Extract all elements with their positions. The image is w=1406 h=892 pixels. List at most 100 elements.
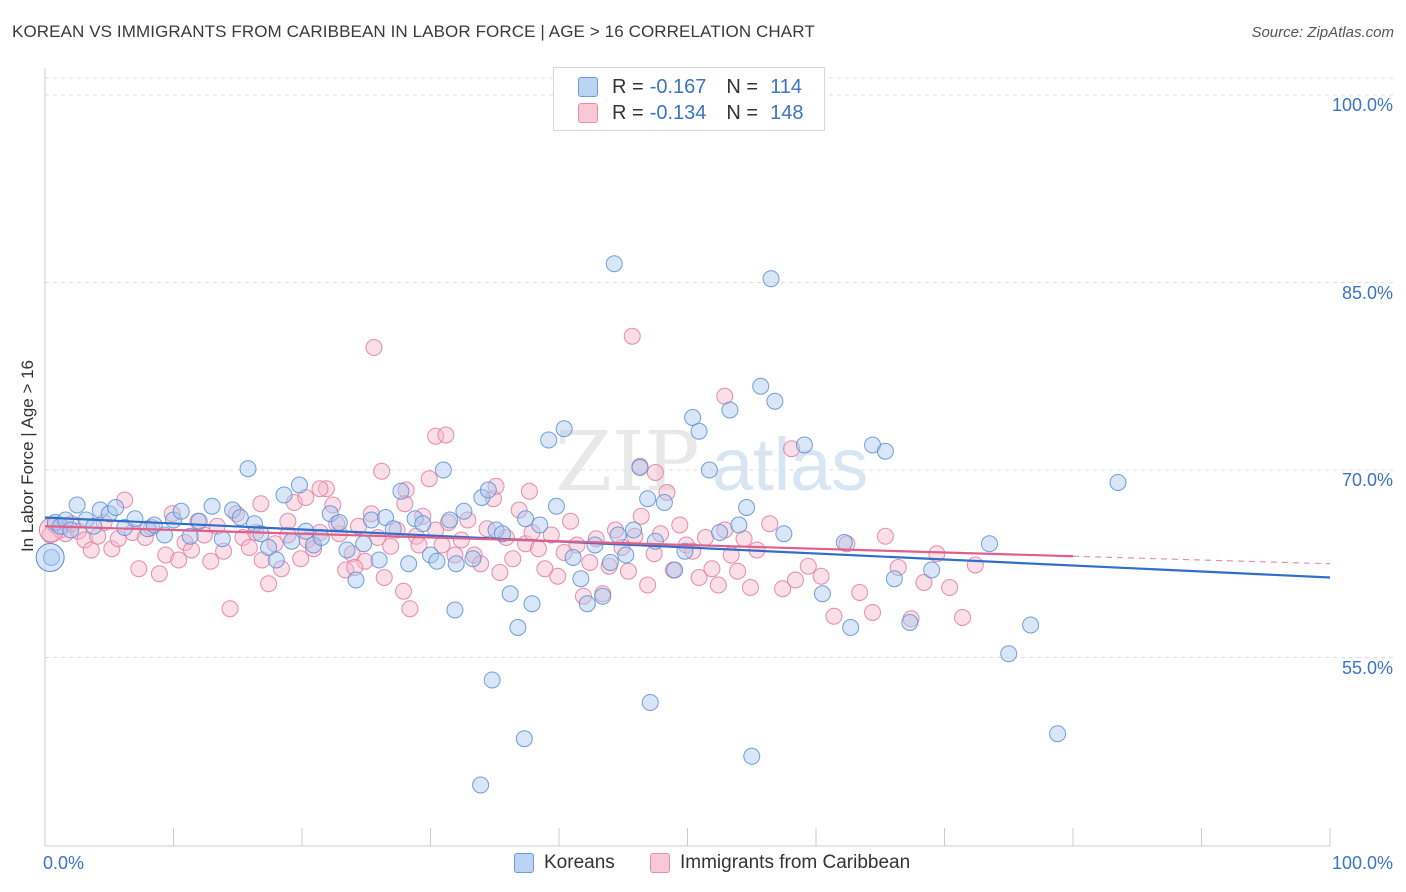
caribbean-point	[373, 462, 391, 480]
n-value-caribbean: 148	[770, 101, 804, 124]
koreans-point	[400, 555, 418, 573]
caribbean-point	[639, 576, 657, 594]
koreans-point	[711, 524, 729, 541]
caribbean-point	[202, 552, 220, 570]
koreans-point	[540, 431, 558, 449]
koreans-point	[743, 747, 761, 765]
koreans-point	[601, 554, 619, 571]
koreans-point	[509, 619, 527, 636]
caribbean-point	[709, 576, 727, 594]
caribbean-point	[696, 529, 714, 546]
koreans-point	[441, 511, 459, 529]
y-tick-label-0: 55.0%	[1341, 657, 1393, 678]
legend-row-caribbean: R = -0.134 N = 148	[578, 101, 803, 125]
caribbean-point	[889, 559, 907, 576]
koreans-point	[586, 536, 604, 554]
caribbean-point	[157, 546, 175, 564]
koreans-point	[260, 539, 278, 556]
koreans-point	[1000, 645, 1018, 663]
caribbean-point	[851, 584, 869, 601]
koreans-point	[68, 496, 86, 514]
koreans-point	[62, 521, 80, 539]
chart-title: KOREAN VS IMMIGRANTS FROM CARIBBEAN IN L…	[12, 22, 815, 41]
caribbean-point	[215, 542, 233, 560]
koreans-point	[721, 401, 739, 419]
koreans-point	[766, 392, 784, 410]
legend-label-caribbean: Immigrants from Caribbean	[680, 852, 911, 873]
koreans-point	[338, 541, 356, 559]
koreans-point	[392, 482, 410, 500]
caribbean-point	[396, 495, 414, 513]
koreans-point	[355, 535, 373, 553]
koreans-point	[885, 570, 903, 588]
caribbean-point	[346, 559, 364, 576]
koreans-point	[181, 527, 199, 545]
caribbean-point	[690, 569, 708, 586]
koreans-point	[547, 497, 565, 515]
r-value-caribbean: -0.134	[649, 101, 707, 124]
caribbean-point	[799, 557, 817, 575]
koreans-point	[231, 509, 249, 526]
koreans-point	[738, 499, 756, 516]
koreans-point	[690, 422, 708, 440]
koreans-point	[625, 521, 643, 539]
koreans-point	[752, 377, 770, 395]
caribbean-point	[941, 579, 959, 596]
koreans-point	[479, 481, 497, 499]
koreans-point	[515, 730, 533, 748]
caribbean-point	[452, 531, 470, 549]
koreans-point	[203, 497, 221, 515]
koreans-point	[842, 619, 860, 636]
koreans-point	[172, 502, 190, 520]
koreans-point	[239, 460, 257, 478]
caribbean-point	[365, 339, 383, 356]
series-koreans	[35, 255, 1127, 794]
koreans-point	[501, 585, 519, 603]
r-label: R =	[612, 101, 644, 124]
caribbean-point	[632, 507, 650, 525]
trend-line-caribbean	[44, 525, 1074, 558]
koreans-point	[312, 529, 330, 546]
koreans-point	[107, 499, 125, 516]
koreans-point	[901, 614, 919, 631]
caribbean-point	[279, 512, 297, 530]
caribbean-point	[812, 567, 830, 585]
koreans-point	[631, 459, 649, 476]
koreans-point	[655, 494, 673, 511]
koreans-point	[434, 461, 452, 479]
koreans-point	[555, 420, 573, 438]
koreans-point	[578, 595, 596, 613]
correlation-legend: R = -0.167 N = 114 R = -0.134 N = 148	[553, 67, 825, 131]
caribbean-point	[491, 564, 509, 581]
koreans-swatch	[578, 77, 598, 97]
y-tick-label-3: 100.0%	[1331, 95, 1393, 115]
koreans-point	[290, 476, 308, 494]
koreans-point	[464, 550, 482, 568]
y-tick-label-2: 85.0%	[1341, 282, 1393, 303]
caribbean-point	[646, 464, 664, 481]
caribbean-point	[221, 600, 239, 618]
koreans-point	[472, 776, 490, 794]
legend-item-koreans: Koreans	[514, 852, 615, 874]
koreans-point	[190, 512, 208, 530]
koreans-point	[1049, 725, 1067, 743]
caribbean-point	[504, 550, 522, 568]
koreans-point	[762, 270, 780, 288]
koreans-point	[795, 436, 813, 454]
koreans-point	[641, 694, 659, 711]
koreans-point	[617, 546, 635, 564]
koreans-point	[447, 555, 465, 573]
y-tick-label-1: 70.0%	[1341, 470, 1393, 490]
caribbean-point	[529, 540, 547, 558]
watermark: ZIP atlas	[555, 415, 868, 510]
caribbean-point	[130, 560, 148, 578]
caribbean-point	[542, 526, 560, 544]
caribbean-point	[562, 512, 580, 530]
legend-label-koreans: Koreans	[544, 852, 615, 873]
x-tick-label-min: 0.0%	[43, 853, 85, 873]
koreans-point	[85, 517, 103, 535]
koreans-point	[370, 551, 388, 569]
koreans-point	[609, 526, 627, 544]
koreans-point	[321, 505, 339, 523]
